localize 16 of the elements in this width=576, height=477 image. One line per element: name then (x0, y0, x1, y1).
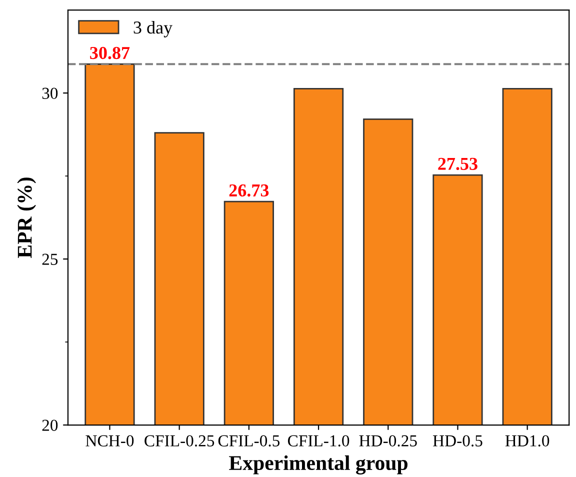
x-tick-label: NCH-0 (86, 435, 134, 446)
legend-label: 3 day (134, 20, 173, 38)
x-tick-label: CFIL-1.0 (288, 435, 350, 447)
data-label: 27.53 (438, 158, 478, 170)
y-axis-title: EPR (%) (17, 178, 36, 258)
x-tick-label: HD-0.25 (359, 435, 417, 447)
data-label: 26.73 (229, 184, 269, 197)
y-tick-label: 25 (42, 254, 58, 265)
y-tick-label: 20 (42, 420, 58, 431)
data-label: 30.87 (90, 46, 130, 60)
x-axis-title: Experimental group (229, 455, 408, 474)
x-tick-label: HD1.0 (505, 435, 550, 447)
x-tick-label: CFIL-0.25 (144, 435, 214, 447)
y-tick-label: 30 (42, 88, 58, 99)
x-tick-label: HD-0.5 (432, 435, 482, 447)
x-tick-label: CFIL-0.5 (218, 435, 280, 447)
